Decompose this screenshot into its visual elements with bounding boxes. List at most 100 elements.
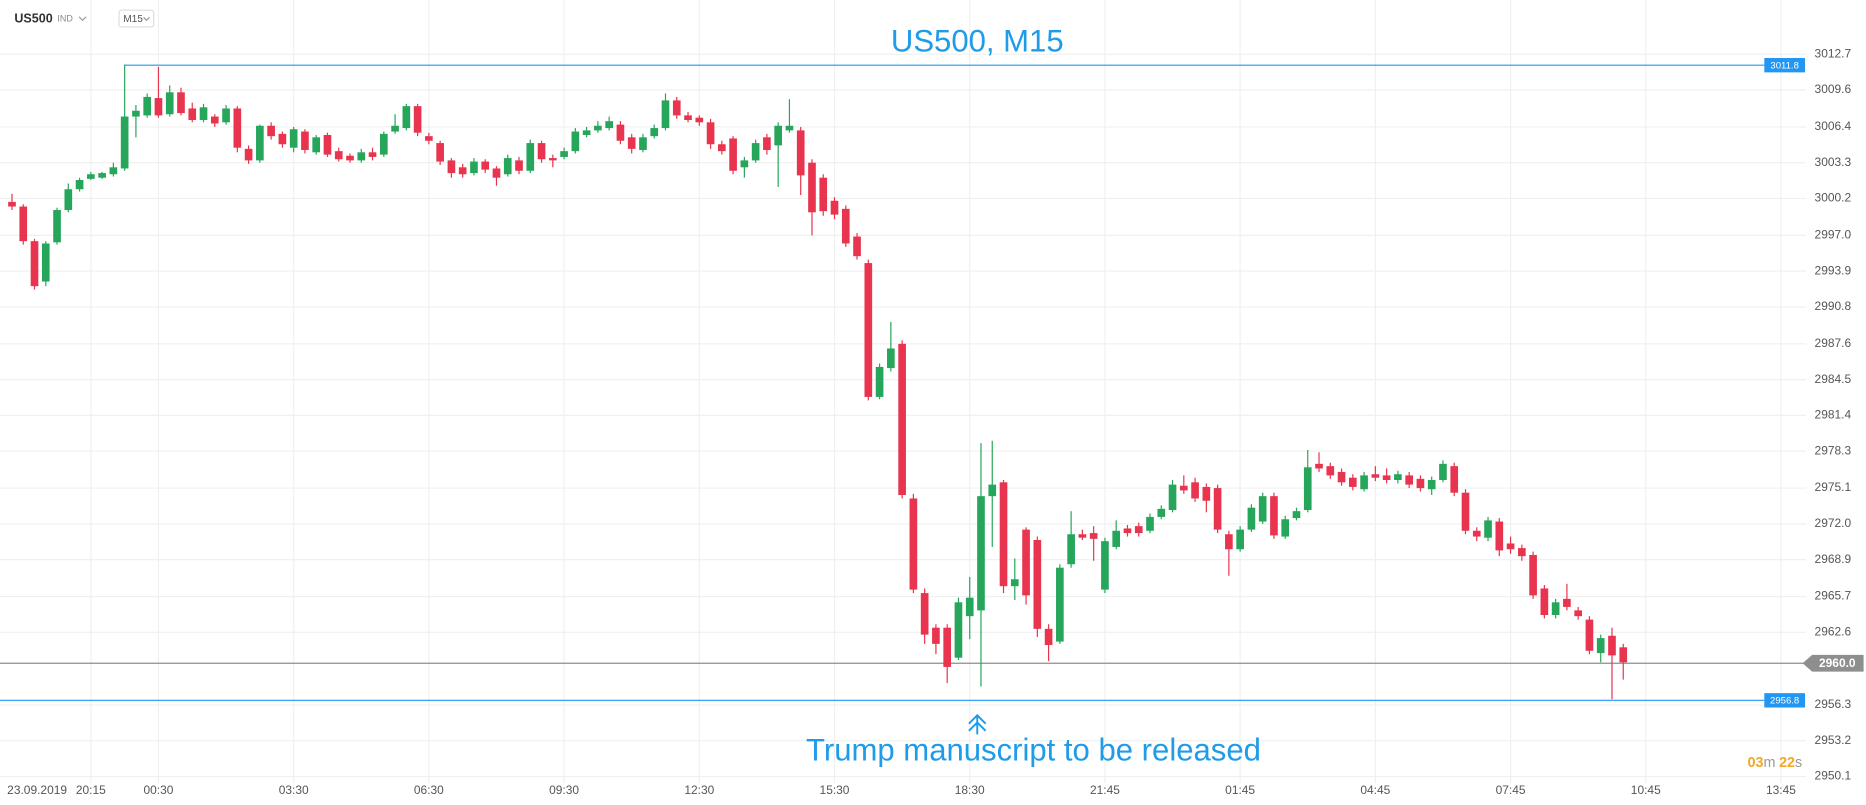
candle-body — [1044, 628, 1053, 646]
symbol[interactable]: US500 — [14, 11, 52, 25]
candle-body — [1270, 496, 1278, 536]
y-tick-label: 2953.2 — [1815, 733, 1852, 747]
timeframe-caret[interactable] — [143, 16, 150, 22]
y-tick-label: 2950.1 — [1815, 769, 1852, 783]
candle-body — [864, 263, 873, 397]
candle-body — [898, 343, 906, 496]
candle-body — [751, 143, 760, 161]
y-tick-label: 2975.1 — [1815, 480, 1852, 494]
candle-body — [391, 125, 399, 132]
candle-body — [1247, 507, 1256, 530]
candle-body — [244, 148, 253, 161]
market[interactable]: IND — [57, 14, 73, 24]
candle-body — [1518, 548, 1526, 557]
candle-body — [278, 133, 287, 145]
candle-body — [1067, 534, 1075, 565]
candle-body — [1371, 474, 1380, 478]
y-tick-label: 3009.6 — [1815, 82, 1852, 96]
price-lines: 3011.8 2956.8 2960.0 — [0, 58, 1864, 708]
candle-body — [560, 151, 568, 157]
candle-body — [1213, 488, 1222, 530]
candle-body — [1540, 588, 1549, 616]
market-caret[interactable] — [78, 16, 87, 22]
candle-body — [1258, 496, 1267, 522]
candle-body — [458, 167, 467, 175]
x-tick-label: 04:45 — [1360, 783, 1390, 797]
y-tick-label: 2997.0 — [1815, 228, 1852, 242]
candle-body — [1608, 635, 1616, 656]
candle-body — [1427, 480, 1436, 490]
candle-body — [1461, 492, 1470, 531]
candle-body — [1326, 466, 1335, 476]
candle-body — [1225, 534, 1233, 550]
candle-body — [1315, 463, 1323, 469]
candle-body — [650, 128, 659, 137]
candle-body — [1134, 526, 1143, 534]
candle-body — [740, 160, 749, 168]
axis-labels: 3012.7 3009.6 3006.4 3003.3 3000.2 2997.0 2993… — [7, 46, 1851, 796]
candle-body — [1078, 534, 1087, 538]
candle-body — [999, 482, 1008, 587]
candle-body — [334, 151, 343, 160]
candle-body — [323, 135, 332, 155]
y-tick-label: 2965.7 — [1815, 589, 1852, 603]
x-tick-label: 03:30 — [279, 783, 309, 797]
candle-body — [1157, 508, 1166, 517]
candle-body — [222, 108, 230, 123]
candle-body — [492, 168, 501, 178]
candle-body — [841, 208, 850, 244]
candle-body — [19, 206, 28, 242]
candle-body — [548, 158, 557, 161]
candle-body — [515, 160, 523, 171]
candle-body — [661, 100, 670, 129]
candle-body — [1439, 463, 1447, 481]
candle-body — [436, 143, 444, 162]
candle-body — [470, 161, 478, 174]
candle-body — [774, 125, 782, 146]
candle-body — [1123, 528, 1132, 534]
candle-body — [616, 124, 625, 141]
candle-body — [210, 116, 219, 124]
y-tick-label: 3006.4 — [1815, 119, 1852, 133]
candle-body — [1033, 540, 1042, 629]
price-line-label: 3011.8 — [1770, 60, 1798, 71]
candle-body — [1551, 602, 1560, 616]
timer-minutes-unit: m — [1764, 755, 1776, 771]
candle-body — [684, 115, 692, 121]
current-price-label: 2960.0 — [1819, 656, 1856, 670]
candle-body — [1146, 516, 1154, 531]
candle-body — [41, 243, 50, 282]
candle-body — [154, 98, 163, 116]
y-tick-label: 3012.7 — [1815, 46, 1852, 60]
candle-body — [1202, 486, 1211, 501]
y-tick-label: 2984.5 — [1815, 372, 1852, 386]
candle-body — [132, 110, 140, 117]
candle-body — [379, 133, 388, 155]
candle-body — [503, 158, 512, 175]
candle-body — [796, 130, 805, 176]
y-tick-label: 3003.3 — [1815, 155, 1852, 169]
candle-body — [977, 496, 985, 611]
y-tick-label: 2993.9 — [1815, 263, 1852, 277]
candle-body — [1168, 484, 1177, 511]
candle-body — [1619, 647, 1628, 663]
candle-body — [312, 137, 321, 153]
candle-body — [1292, 511, 1301, 519]
candle-body — [830, 200, 839, 215]
timeframe[interactable]: M15 — [123, 14, 143, 25]
candle-body — [425, 136, 433, 141]
candle-body — [808, 162, 816, 213]
candle-body — [109, 167, 118, 175]
current-price-tag — [1802, 654, 1864, 672]
x-tick-label: 13:45 — [1766, 783, 1796, 797]
x-tick-label: 12:30 — [684, 783, 714, 797]
candle-body — [1101, 541, 1109, 590]
candle-body — [695, 117, 704, 123]
candle-body — [639, 137, 647, 151]
candle-body — [988, 484, 997, 497]
x-tick-label: 18:30 — [955, 783, 985, 797]
candle-body — [627, 137, 636, 149]
timeframe-box[interactable] — [118, 9, 155, 28]
y-tick-label: 3000.2 — [1815, 191, 1852, 205]
